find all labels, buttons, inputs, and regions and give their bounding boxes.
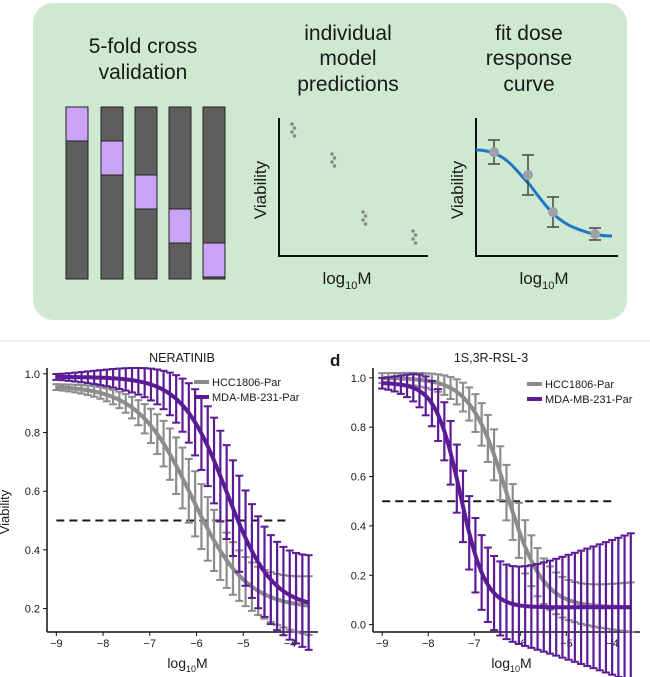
prediction-points: [290, 122, 418, 245]
prediction-dot: [361, 218, 365, 222]
x-tick-label: −4: [284, 638, 297, 650]
fold-holdout: [65, 106, 89, 142]
prediction-dot: [363, 222, 368, 226]
prediction-dot: [292, 126, 297, 130]
series-MDA-MB-231-Par: [378, 373, 635, 677]
rsl3-chart: d 1S,3R-RSL-3 −9−8−7−6−5−40.00.20.40.60.…: [330, 351, 640, 677]
legend: HCC1806-Par MDA-MB-231-Par: [194, 377, 300, 404]
x-tick-label: −7: [144, 638, 157, 650]
y-tick-label: 1.0: [25, 369, 40, 381]
fit-title-line3: curve: [503, 73, 554, 96]
legend: HCC1806-Par MDA-MB-231-Par: [527, 379, 633, 406]
legend-label: HCC1806-Par: [545, 379, 614, 391]
y-axis-label: Viability: [0, 489, 12, 534]
fitted-curve: [56, 385, 309, 608]
fit-xlabel: log10M: [519, 269, 568, 292]
cross-validation-title-line1: 5-fold cross: [89, 35, 198, 58]
x-axis-label: log10M: [167, 655, 207, 674]
prediction-dot: [290, 130, 294, 134]
cross-validation-section: 5-fold cross validation: [65, 35, 226, 280]
predictions-title-line1: individual: [304, 22, 392, 45]
y-tick-label: 0.6: [351, 472, 366, 484]
y-tick-label: 1.0: [351, 373, 366, 385]
chart-title: 1S,3R-RSL-3: [454, 351, 528, 365]
prediction-dot: [413, 241, 418, 245]
fit-title-line2: response: [486, 47, 572, 70]
fit-point: [548, 207, 558, 217]
y-tick-label: 0.0: [351, 620, 366, 632]
x-tick-label: −9: [50, 638, 63, 650]
fit-section: fit dose response curve Viability log10M: [448, 22, 618, 292]
cross-validation-folds: [65, 106, 226, 280]
fold-holdout: [168, 208, 192, 244]
prediction-dot: [330, 152, 334, 156]
fitted-curve: [56, 374, 310, 605]
x-tick-label: −7: [468, 638, 481, 650]
fold-bar: [168, 106, 192, 280]
x-tick-label: −8: [422, 638, 435, 650]
fit-point: [523, 170, 533, 180]
predictions-axes: [278, 118, 428, 257]
fitted-curve: [382, 381, 631, 610]
predictions-title-line3: predictions: [297, 73, 399, 96]
y-tick-label: 0.6: [25, 486, 40, 498]
legend-label: HCC1806-Par: [212, 377, 281, 389]
predictions-title-line2: model: [319, 47, 376, 70]
prediction-dot: [361, 210, 365, 214]
legend-label: MDA-MB-231-Par: [545, 394, 633, 406]
fit-points: [488, 139, 601, 241]
predictions-xlabel: log10M: [322, 269, 371, 292]
fold-holdout: [134, 174, 158, 210]
prediction-dot: [332, 164, 337, 168]
fold-bar: [202, 106, 226, 280]
y-tick-label: 0.2: [25, 604, 40, 616]
prediction-dot: [411, 229, 415, 233]
x-tick-label: −5: [237, 638, 250, 650]
fit-axes: [475, 118, 618, 257]
fold-holdout: [202, 242, 226, 278]
prediction-dot: [413, 233, 418, 237]
y-tick-label: 0.8: [25, 428, 40, 440]
prediction-dot: [330, 160, 334, 164]
fit-point: [489, 147, 499, 157]
fit-ylabel: Viability: [448, 160, 467, 219]
workflow-panel: 5-fold cross validation individual model…: [33, 3, 627, 320]
y-tick-label: 0.4: [351, 521, 366, 533]
prediction-dot: [411, 237, 415, 241]
fold-bar: [100, 106, 124, 280]
x-tick-label: −6: [190, 638, 203, 650]
x-tick-label: −9: [376, 638, 389, 650]
y-tick-label: 0.8: [351, 422, 366, 434]
chart-title: NERATINIB: [149, 351, 215, 365]
prediction-dot: [332, 156, 337, 160]
neratinib-chart: NERATINIB −9 −8 −7 −6 −5 −4 0.2 0.4 0.6 0.8 1.0 log…: [0, 351, 318, 674]
predictions-ylabel: Viability: [251, 160, 270, 219]
prediction-dot: [363, 214, 368, 218]
fold-holdout: [100, 140, 124, 176]
fit-point: [590, 229, 600, 239]
legend-label: MDA-MB-231-Par: [212, 392, 300, 404]
x-axis-label: log10M: [491, 655, 531, 674]
fit-title-line1: fit dose: [495, 22, 563, 45]
fitted-curve: [382, 376, 631, 610]
y-tick-label: 0.4: [25, 545, 40, 557]
panel-letter: d: [330, 351, 340, 370]
series-MDA-MB-231-Par: [52, 367, 313, 651]
y-tick-label: 0.2: [351, 570, 366, 582]
prediction-dot: [290, 122, 294, 126]
predictions-section: individual model predictions Viability l…: [251, 22, 428, 292]
cross-validation-title-line2: validation: [99, 61, 188, 84]
x-tick-label: −8: [97, 638, 110, 650]
prediction-dot: [292, 134, 297, 138]
